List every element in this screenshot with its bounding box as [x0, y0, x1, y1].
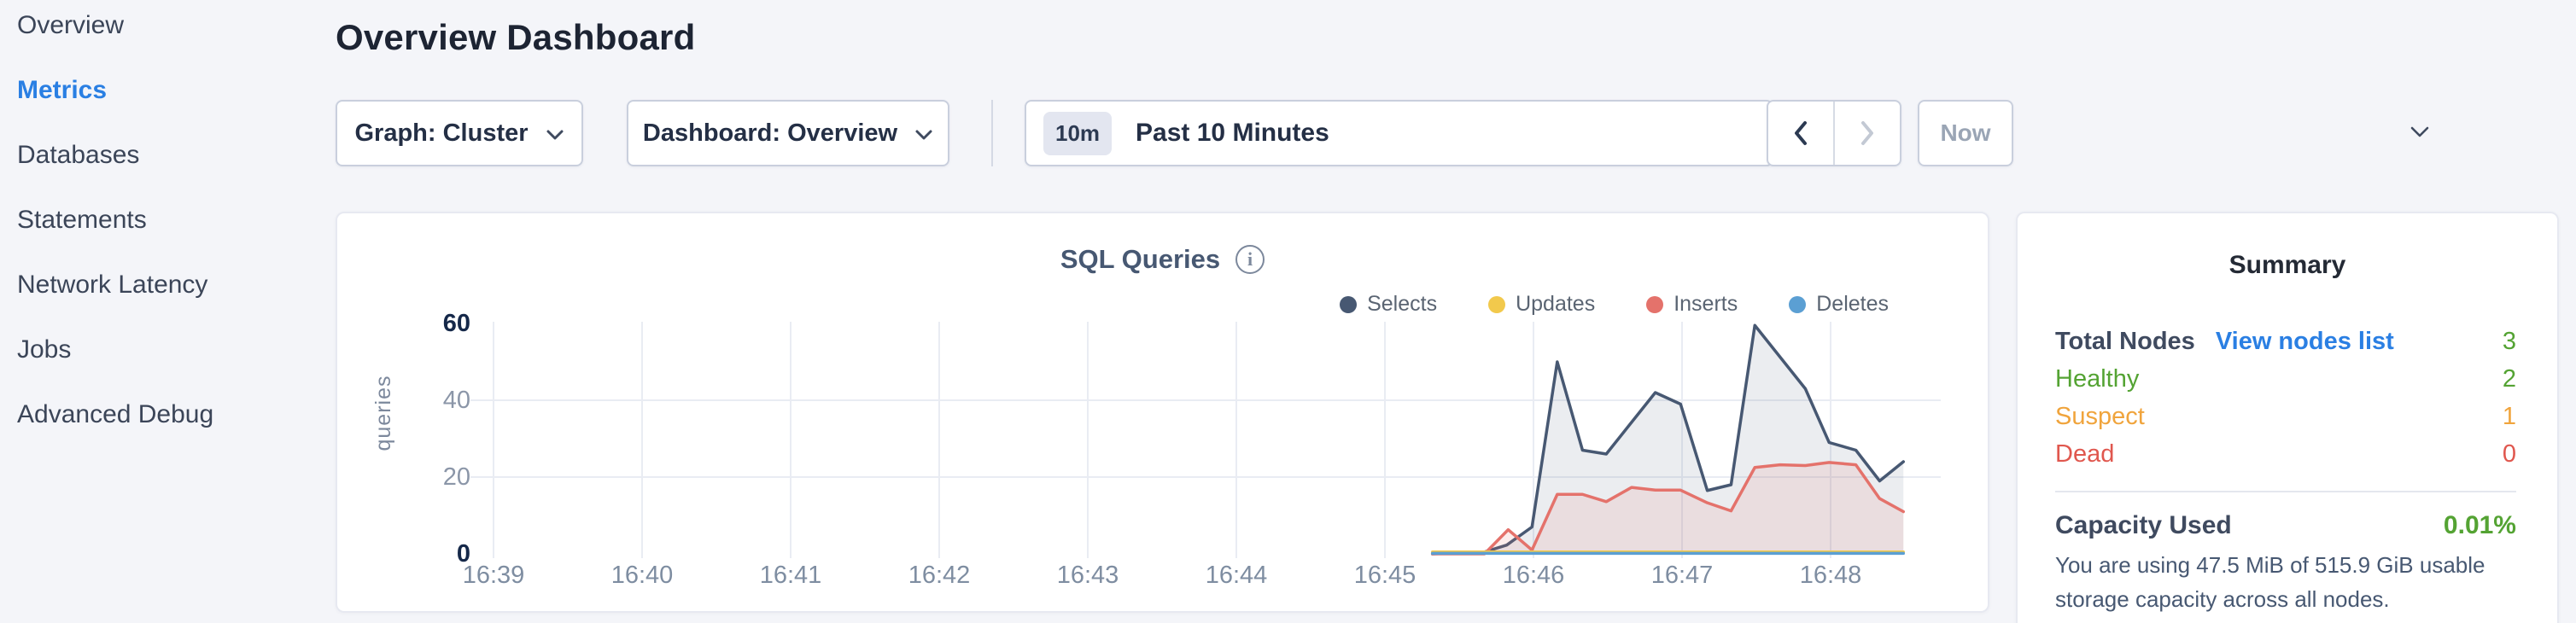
next-range-button[interactable] — [1835, 102, 1900, 165]
chevron-right-icon — [1861, 121, 1873, 145]
sidebar-item-network-latency[interactable]: Network Latency — [17, 271, 208, 299]
sidebar-item-metrics[interactable]: Metrics — [17, 76, 108, 104]
graph-dropdown-label: Graph: Cluster — [354, 119, 529, 147]
x-tick: 16:47 — [1650, 562, 1714, 589]
dashboard-dropdown-label: Dashboard: Overview — [642, 119, 898, 147]
x-tick: 16:44 — [1205, 562, 1268, 589]
summary-title: Summary — [2228, 251, 2346, 279]
suspect-value: 1 — [2502, 403, 2516, 430]
suspect-nodes-row: Suspect 1 — [2055, 398, 2516, 435]
sidebar: Overview Metrics Databases Statements Ne… — [0, 10, 335, 430]
time-range-badge: 10m — [1043, 111, 1113, 155]
y-axis-label: queries — [371, 375, 395, 451]
chart-legend: Selects Updates Inserts Deletes — [1340, 292, 1889, 317]
sidebar-item-databases[interactable]: Databases — [17, 141, 140, 169]
capacity-used-row: Capacity Used 0.01% — [2055, 507, 2516, 544]
legend-item-updates: Updates — [1488, 292, 1595, 317]
chart-plot — [470, 322, 1941, 558]
total-nodes-value: 3 — [2502, 328, 2516, 355]
y-tick: 0 — [456, 540, 470, 568]
selects-dot-icon — [1340, 295, 1358, 313]
page-title: Overview Dashboard — [336, 17, 696, 57]
suspect-label: Suspect — [2055, 403, 2145, 430]
sidebar-item-statements[interactable]: Statements — [17, 206, 147, 234]
x-tick: 16:40 — [610, 562, 674, 589]
y-tick: 60 — [442, 310, 470, 337]
time-range-selector[interactable]: 10m Past 10 Minutes — [1025, 100, 2429, 166]
prev-range-button[interactable] — [1768, 102, 1835, 165]
x-tick: 16:41 — [759, 562, 822, 589]
view-nodes-list-link[interactable]: View nodes list — [2215, 328, 2394, 355]
healthy-nodes-row: Healthy 2 — [2055, 360, 2516, 398]
dashboard-dropdown[interactable]: Dashboard: Overview — [627, 100, 949, 166]
y-tick: 20 — [442, 463, 470, 491]
controls-divider — [991, 100, 993, 166]
capacity-description: You are using 47.5 MiB of 515.9 GiB usab… — [2055, 552, 2485, 612]
chevron-down-icon — [546, 130, 564, 140]
summary-card: Summary Total Nodes View nodes list 3 He… — [2016, 212, 2559, 623]
time-range-label: Past 10 Minutes — [1136, 119, 1329, 147]
sql-queries-chart-card: SQL Queries i Selects Updates Inserts De… — [336, 212, 1989, 613]
time-range-pager — [1767, 100, 1901, 166]
legend-item-inserts: Inserts — [1646, 292, 1738, 317]
inserts-dot-icon — [1646, 295, 1664, 313]
info-icon[interactable]: i — [1235, 245, 1265, 274]
x-tick: 16:45 — [1353, 562, 1417, 589]
graph-dropdown[interactable]: Graph: Cluster — [336, 100, 583, 166]
capacity-used-value: 0.01% — [2443, 511, 2516, 539]
dead-value: 0 — [2502, 440, 2516, 468]
x-tick: 16:48 — [1799, 562, 1862, 589]
sidebar-item-jobs[interactable]: Jobs — [17, 335, 72, 364]
total-nodes-label: Total Nodes — [2055, 328, 2195, 355]
chart-title: SQL Queries — [1060, 244, 1221, 274]
healthy-label: Healthy — [2055, 365, 2140, 393]
updates-dot-icon — [1488, 295, 1506, 313]
sidebar-item-advanced-debug[interactable]: Advanced Debug — [17, 400, 214, 428]
controls-row: Graph: Cluster Dashboard: Overview 10m P… — [336, 100, 2429, 166]
chevron-down-icon — [915, 130, 932, 140]
legend-item-selects: Selects — [1340, 292, 1437, 317]
x-tick: 16:43 — [1056, 562, 1119, 589]
legend-item-deletes: Deletes — [1789, 292, 1889, 317]
chevron-left-icon — [1795, 121, 1807, 145]
total-nodes-row: Total Nodes View nodes list 3 — [2055, 323, 2516, 360]
dead-nodes-row: Dead 0 — [2055, 435, 2516, 473]
x-tick: 16:39 — [462, 562, 525, 589]
chevron-down-icon — [2410, 126, 2429, 137]
dead-label: Dead — [2055, 440, 2115, 468]
x-tick: 16:46 — [1502, 562, 1565, 589]
summary-divider — [2055, 491, 2516, 492]
sidebar-item-overview[interactable]: Overview — [17, 11, 125, 39]
x-tick: 16:42 — [908, 562, 971, 589]
y-tick: 40 — [442, 387, 470, 414]
now-button[interactable]: Now — [1918, 100, 2013, 166]
capacity-used-label: Capacity Used — [2055, 511, 2232, 539]
healthy-value: 2 — [2502, 365, 2516, 393]
deletes-dot-icon — [1789, 295, 1807, 313]
